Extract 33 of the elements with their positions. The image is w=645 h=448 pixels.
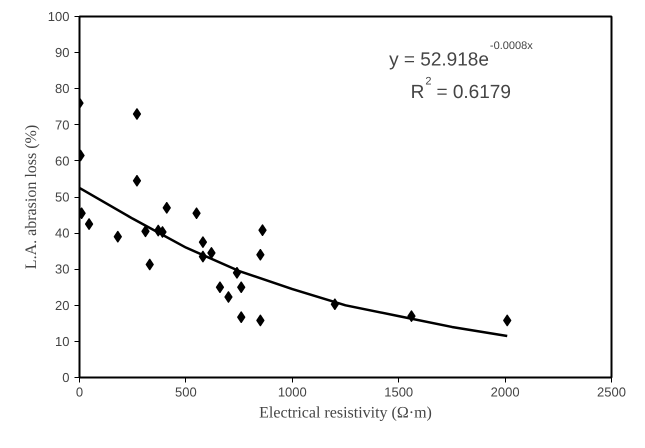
x-tick-label: 1000 xyxy=(278,384,307,400)
point xyxy=(256,248,265,261)
point xyxy=(258,224,267,236)
point xyxy=(224,290,233,303)
y-tick-label: 100 xyxy=(48,9,70,24)
y-axis-title: L.A. abrasion loss (%) xyxy=(22,124,40,270)
y-tick-label: 30 xyxy=(55,262,70,277)
point xyxy=(207,246,216,259)
y-tick-label: 20 xyxy=(55,298,70,313)
x-tick-label: 1500 xyxy=(384,384,414,400)
y-tick-label: 0 xyxy=(62,370,70,385)
x-tick-label: 0 xyxy=(76,384,84,400)
line-series xyxy=(80,186,508,338)
point xyxy=(141,225,150,238)
point xyxy=(192,207,201,220)
y-tick-label: 60 xyxy=(55,153,70,168)
y-tick-label: 10 xyxy=(55,334,70,349)
y-tick-label: 90 xyxy=(55,45,70,60)
point xyxy=(256,314,265,326)
y-tick-label: 80 xyxy=(55,81,70,96)
point xyxy=(132,174,142,187)
x-axis-title: Electrical resistivity (Ω·m) xyxy=(259,404,432,422)
annotation: y = 52.918e-0.0008x xyxy=(389,40,534,70)
x-tick-label: 2000 xyxy=(490,384,520,400)
point xyxy=(132,108,142,120)
y-tick-label: 40 xyxy=(55,226,70,241)
y-tick-label: 70 xyxy=(55,117,70,132)
point xyxy=(198,236,208,248)
point xyxy=(84,218,94,230)
point xyxy=(216,281,224,294)
x-tick-label: 500 xyxy=(175,384,197,400)
x-tick-label: 2500 xyxy=(597,384,626,400)
y-tick-label: 50 xyxy=(55,190,70,204)
